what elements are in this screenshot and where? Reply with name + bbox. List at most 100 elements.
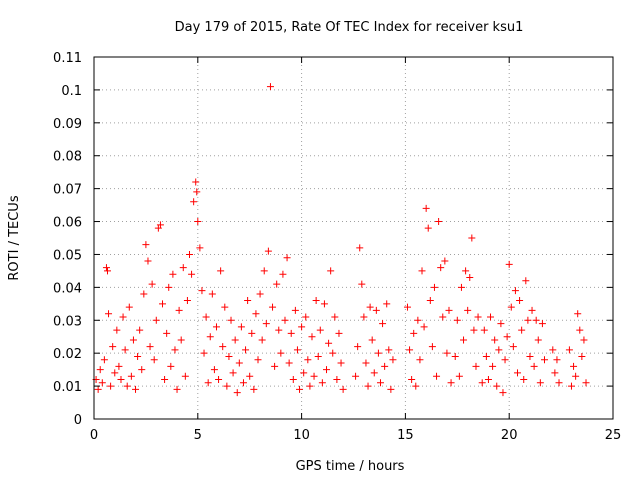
data-point — [285, 359, 293, 367]
data-point — [132, 385, 140, 393]
data-point — [460, 336, 468, 344]
data-point — [499, 389, 507, 397]
data-point — [146, 343, 154, 351]
data-point — [445, 306, 453, 314]
data-point — [121, 346, 129, 354]
data-point — [244, 297, 252, 305]
data-point — [524, 316, 532, 324]
data-point — [358, 280, 366, 288]
data-point — [266, 83, 274, 91]
data-point — [522, 277, 530, 285]
data-point — [171, 346, 179, 354]
data-point — [296, 385, 304, 393]
data-point — [505, 260, 513, 268]
data-point — [181, 372, 189, 380]
data-point — [540, 356, 548, 364]
data-point — [379, 320, 387, 328]
data-point — [98, 379, 106, 387]
data-point — [212, 323, 220, 331]
data-point — [580, 336, 588, 344]
data-point — [578, 352, 586, 360]
data-point — [119, 313, 127, 321]
data-point — [403, 303, 411, 311]
data-point — [372, 306, 380, 314]
x-tick-label: 15 — [397, 428, 414, 443]
data-point — [426, 297, 434, 305]
data-point — [188, 270, 196, 278]
data-point — [140, 290, 148, 298]
data-point — [102, 264, 110, 272]
x-tick-label: 20 — [501, 428, 518, 443]
data-point — [491, 336, 499, 344]
data-point — [242, 346, 250, 354]
data-point — [516, 297, 524, 305]
data-point — [221, 303, 229, 311]
data-point — [572, 372, 580, 380]
data-point — [252, 310, 260, 318]
plot-frame — [93, 56, 614, 420]
data-point — [109, 343, 117, 351]
data-point — [356, 244, 364, 252]
data-point — [489, 362, 497, 370]
data-point — [472, 362, 480, 370]
data-point — [482, 352, 490, 360]
data-point — [412, 382, 420, 390]
data-point — [422, 204, 430, 212]
data-point — [474, 313, 482, 321]
data-point — [339, 385, 347, 393]
data-point — [277, 349, 285, 357]
data-point — [237, 323, 245, 331]
data-point — [383, 300, 391, 308]
y-tick-label: 0 — [74, 413, 82, 428]
data-point — [125, 303, 133, 311]
data-point — [408, 376, 416, 384]
data-point — [293, 346, 301, 354]
data-point — [138, 366, 146, 374]
data-point — [335, 329, 343, 337]
data-point — [507, 303, 515, 311]
data-point — [430, 283, 438, 291]
data-point — [416, 356, 424, 364]
data-point — [582, 379, 590, 387]
y-tick-label: 0.03 — [53, 314, 82, 329]
data-point — [428, 343, 436, 351]
data-point — [179, 264, 187, 272]
x-tick-label: 10 — [293, 428, 310, 443]
data-point — [283, 254, 291, 262]
data-point — [468, 234, 476, 242]
data-point — [534, 336, 542, 344]
y-tick-label: 0.06 — [53, 216, 82, 231]
x-tick-label: 5 — [194, 428, 202, 443]
data-point — [233, 389, 241, 397]
data-point — [196, 244, 204, 252]
data-point — [235, 359, 243, 367]
data-point — [275, 326, 283, 334]
data-point — [447, 379, 455, 387]
data-point — [302, 313, 310, 321]
data-point — [480, 326, 488, 334]
data-point — [420, 323, 428, 331]
data-point — [314, 352, 322, 360]
data-point — [262, 320, 270, 328]
data-point — [208, 290, 216, 298]
data-point — [466, 273, 474, 281]
data-point — [206, 333, 214, 341]
data-point — [148, 280, 156, 288]
data-point — [258, 336, 266, 344]
data-point — [478, 379, 486, 387]
y-axis-label: ROTI / TECUs — [7, 195, 22, 280]
data-point — [229, 369, 237, 377]
data-point — [470, 326, 478, 334]
data-point — [316, 326, 324, 334]
data-point — [362, 359, 370, 367]
data-point — [100, 356, 108, 364]
data-point — [289, 376, 297, 384]
data-point — [215, 376, 223, 384]
data-point — [381, 362, 389, 370]
y-tick-label: 0.02 — [53, 347, 82, 362]
data-point — [194, 218, 202, 226]
data-point — [333, 376, 341, 384]
data-point — [570, 362, 578, 370]
data-point — [190, 198, 198, 206]
